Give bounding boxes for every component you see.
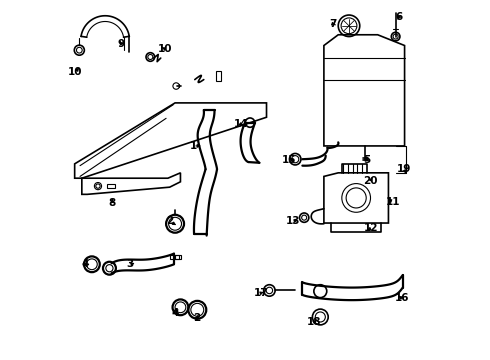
Text: 18: 18 (307, 317, 321, 327)
Text: 16: 16 (395, 293, 409, 303)
Text: 15: 15 (282, 155, 296, 165)
Text: 11: 11 (386, 197, 400, 207)
Bar (171, 255, 181, 259)
Text: 12: 12 (364, 224, 378, 233)
Text: 2: 2 (166, 216, 173, 226)
Text: 9: 9 (118, 39, 125, 49)
Bar (175, 255, 179, 259)
Text: 4: 4 (82, 259, 89, 269)
Text: 10: 10 (158, 44, 172, 54)
Text: 2: 2 (193, 313, 200, 323)
Text: 1: 1 (189, 141, 196, 151)
Bar (107, 184, 115, 188)
Text: 4: 4 (172, 308, 179, 318)
Text: 8: 8 (109, 198, 116, 208)
Text: 6: 6 (395, 12, 403, 22)
Text: 13: 13 (286, 216, 301, 226)
Text: 20: 20 (363, 176, 378, 186)
Bar (216, 71, 220, 81)
Text: 3: 3 (126, 259, 134, 269)
Text: 7: 7 (329, 19, 337, 29)
Text: 17: 17 (254, 288, 269, 298)
Text: 5: 5 (363, 155, 370, 165)
Text: 19: 19 (396, 164, 411, 174)
Text: 14: 14 (233, 120, 248, 129)
Text: 10: 10 (68, 67, 83, 77)
